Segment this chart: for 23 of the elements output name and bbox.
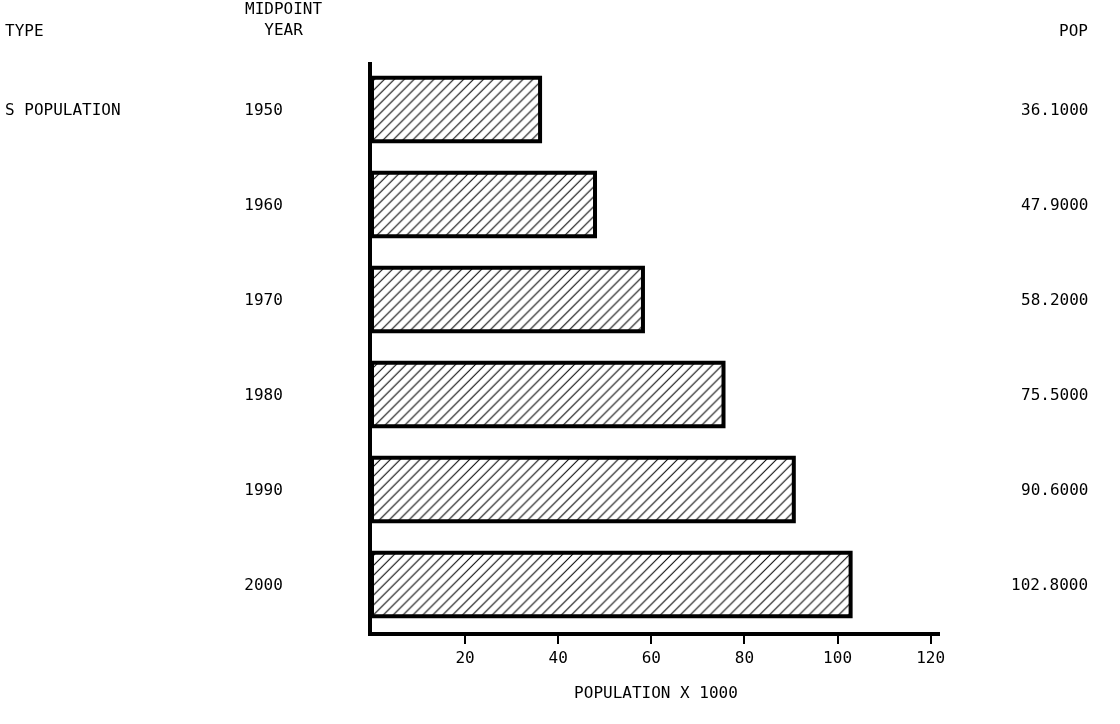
y-tick-label: 1970 <box>244 290 283 310</box>
x-tick-label: 40 <box>548 648 568 668</box>
y-tick-label: 1960 <box>244 195 283 215</box>
y-tick-label: 1980 <box>244 385 283 405</box>
y-axis-title: MIDPOINT YEAR <box>245 0 323 39</box>
x-tick-label: 60 <box>641 648 661 668</box>
data-label: 75.5000 <box>1021 385 1089 404</box>
y-tick-label: 2000 <box>244 575 283 595</box>
text: TYPE <box>5 21 44 40</box>
data-label: 47.9000 <box>1021 195 1089 214</box>
data-label: 102.8000 <box>1011 575 1089 594</box>
text: POP <box>1059 21 1088 40</box>
data-label: 58.2000 <box>1021 290 1089 309</box>
data-label: 36.1000 <box>1021 100 1089 119</box>
x-axis-title: POPULATION X 1000 <box>574 683 738 703</box>
x-tick-label: 20 <box>455 648 475 668</box>
y-tick-label: 1990 <box>244 480 283 500</box>
x-tick-label: 120 <box>916 648 946 668</box>
data-label: 90.6000 <box>1021 480 1089 499</box>
x-tick-label: 80 <box>734 648 755 668</box>
text: S POPULATION <box>5 100 121 119</box>
x-tick-label: 100 <box>823 648 853 668</box>
y-tick-label: 1950 <box>244 100 283 120</box>
